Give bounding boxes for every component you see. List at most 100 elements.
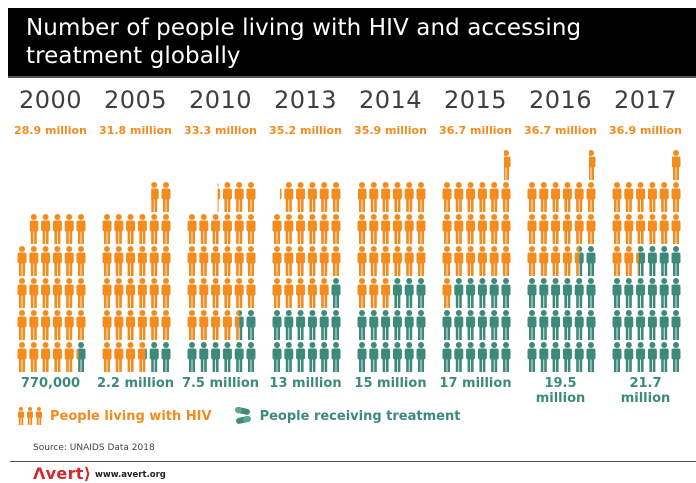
treatment-figure (624, 278, 634, 308)
living-figure (551, 246, 561, 276)
treatment-figure (477, 278, 487, 308)
living-figure (137, 214, 147, 244)
treatment-figure (612, 342, 622, 372)
person-figure (52, 310, 62, 340)
person-figure (369, 246, 379, 276)
living-figure (187, 278, 197, 308)
living-figure (319, 278, 329, 308)
living-figure (466, 182, 476, 212)
person-figure (137, 342, 147, 372)
person-figure (574, 278, 584, 308)
living-figure (126, 246, 136, 276)
living-value-label: 31.8 million (99, 124, 172, 137)
living-figure (17, 246, 27, 276)
person-figure (404, 214, 414, 244)
person-figure (307, 278, 317, 308)
living-figure (246, 182, 256, 212)
living-figure (222, 214, 232, 244)
treatment-figure (586, 310, 596, 340)
person-figure (539, 182, 549, 212)
living-figure (624, 182, 634, 212)
person-figure (527, 310, 537, 340)
person-figure (466, 310, 476, 340)
living-figure (137, 342, 146, 372)
living-figure (489, 182, 499, 212)
person-figure (404, 182, 414, 212)
living-figure (574, 182, 584, 212)
person-figure (489, 278, 499, 308)
living-figure (589, 150, 596, 180)
person-figure (466, 342, 476, 372)
person-figure (501, 278, 511, 308)
legend-item-living: People living with HIV (17, 407, 212, 425)
person-figure (17, 278, 27, 308)
person-figure (222, 214, 232, 244)
person-figure (454, 182, 464, 212)
living-figure (114, 342, 124, 372)
living-figure (102, 278, 112, 308)
living-figure (161, 278, 171, 308)
person-figure (52, 342, 62, 372)
person-figure (489, 182, 499, 212)
living-figure (624, 214, 634, 244)
person-figure (589, 150, 596, 180)
living-figure (217, 182, 221, 212)
living-figure (234, 278, 244, 308)
year-label: 2013 (273, 86, 338, 114)
person-figure (102, 310, 112, 340)
living-figure (246, 214, 256, 244)
person-figure (416, 246, 426, 276)
person-figure (477, 342, 487, 372)
person-figure (234, 214, 244, 244)
living-figure (442, 278, 452, 308)
living-figure (222, 278, 232, 308)
person-figure (454, 278, 464, 308)
title-bar: Number of people living with HIV and acc… (8, 8, 696, 78)
person-figure (126, 310, 136, 340)
living-figure (187, 310, 197, 340)
living-figure (612, 214, 622, 244)
living-figure (504, 150, 511, 180)
person-figure (501, 182, 511, 212)
treatment-figure (284, 342, 294, 372)
treatment-figure (647, 278, 657, 308)
living-figure (296, 246, 306, 276)
person-figure (149, 278, 159, 308)
person-figure (647, 278, 657, 308)
living-figure (199, 278, 209, 308)
living-figure (647, 214, 657, 244)
living-figure (64, 310, 74, 340)
living-figure (501, 246, 511, 276)
person-figure (381, 310, 391, 340)
treatment-figure (416, 278, 426, 308)
living-figure (76, 310, 86, 340)
living-figure (466, 246, 476, 276)
living-figure (357, 246, 367, 276)
person-figure (187, 342, 197, 372)
person-figure (114, 214, 124, 244)
person-figure (392, 182, 402, 212)
treatment-figure (539, 310, 549, 340)
person-figure (574, 214, 584, 244)
living-figure (114, 214, 124, 244)
person-figure (539, 214, 549, 244)
person-figure (454, 214, 464, 244)
living-figure (29, 278, 39, 308)
treatment-figure (272, 310, 282, 340)
treatment-figure (539, 342, 549, 372)
living-figure (272, 278, 282, 308)
person-figure (222, 342, 232, 372)
living-value-label: 35.9 million (354, 124, 427, 137)
person-figure (137, 278, 147, 308)
living-figure (296, 278, 306, 308)
treatment-figure (331, 310, 341, 340)
person-figure (187, 214, 197, 244)
avert-logo[interactable]: Λvert⟩ (33, 464, 92, 483)
living-figure (149, 214, 159, 244)
person-figure (404, 342, 414, 372)
living-figure (307, 246, 317, 276)
living-figure (76, 278, 86, 308)
website-link[interactable]: www.avert.org (95, 470, 166, 480)
treatment-figure (477, 342, 487, 372)
living-value-label: 28.9 million (14, 124, 87, 137)
